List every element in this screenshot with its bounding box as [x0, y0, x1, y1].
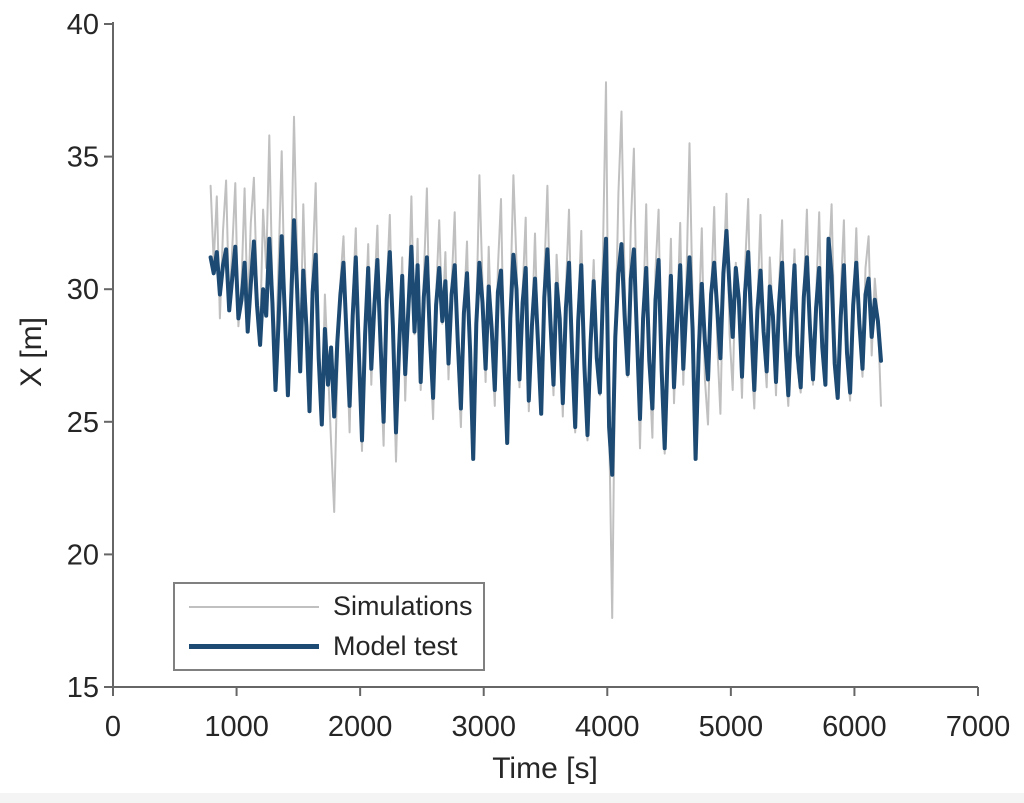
legend-item-model-test: Model test	[175, 627, 483, 665]
bottom-strip	[0, 793, 1024, 803]
legend-line-sample-model-test	[189, 643, 319, 649]
legend-item-simulations: Simulations	[175, 588, 483, 626]
x-tick-label: 2000	[328, 711, 393, 743]
x-tick-label: 6000	[822, 711, 887, 743]
x-tick-label: 4000	[575, 711, 640, 743]
y-tick-label: 30	[67, 274, 99, 306]
y-tick-label: 20	[67, 539, 99, 571]
x-tick-label: 1000	[204, 711, 269, 743]
x-tick-label: 7000	[946, 711, 1011, 743]
legend-label: Simulations	[333, 591, 473, 622]
y-axis-title: X [m]	[15, 316, 48, 388]
x-tick-label: 3000	[451, 711, 516, 743]
legend: Simulations Model test	[173, 582, 485, 671]
y-tick-label: 40	[67, 9, 99, 41]
legend-line-sample-simulations	[189, 605, 319, 608]
x-axis-title: Time [s]	[492, 752, 598, 785]
series-line-model-test	[208, 218, 883, 477]
y-tick-label: 35	[67, 142, 99, 174]
y-tick-label: 15	[67, 672, 99, 704]
x-tick-label: 0	[105, 711, 121, 743]
legend-label: Model test	[333, 630, 458, 661]
y-tick-label: 25	[67, 407, 99, 439]
x-tick-label: 5000	[699, 711, 764, 743]
